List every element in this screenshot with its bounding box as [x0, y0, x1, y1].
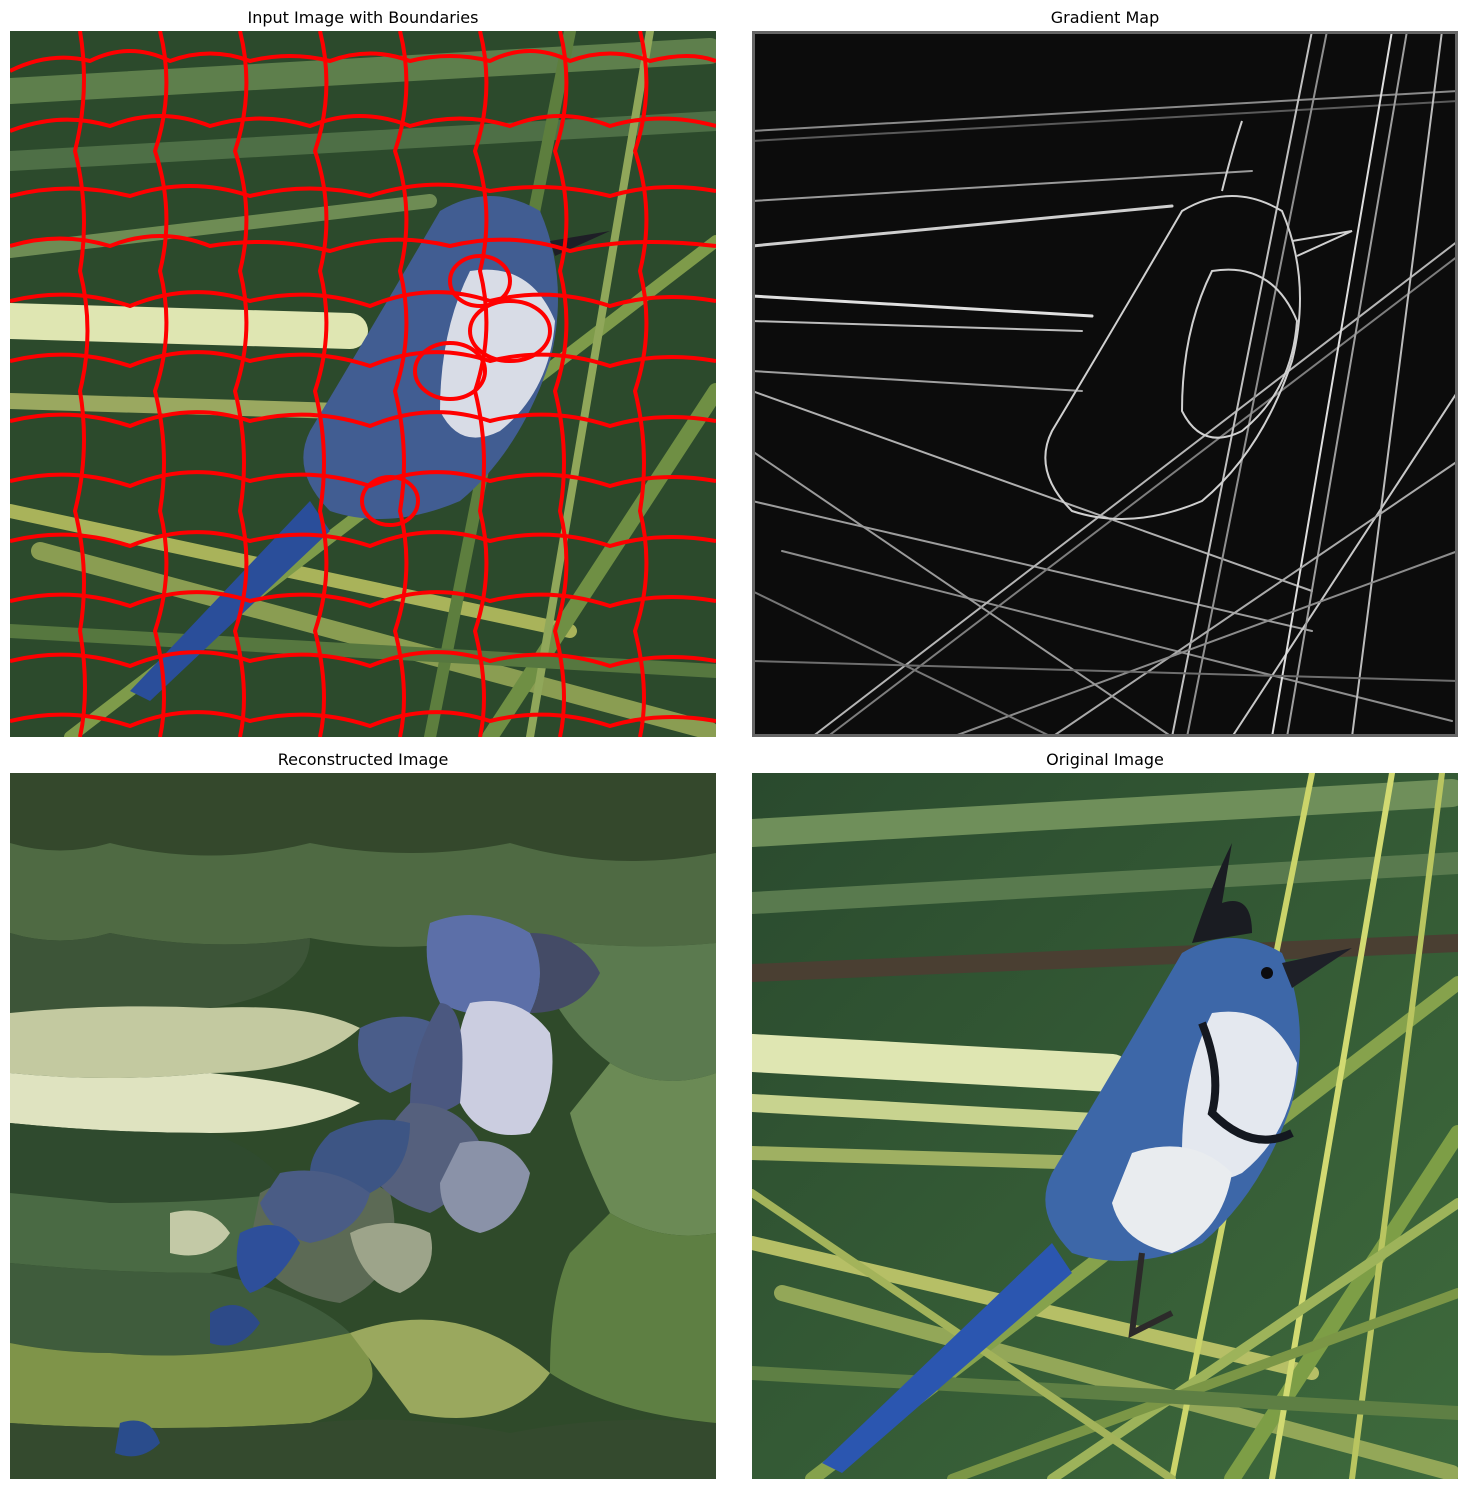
- gradient-map-svg: [752, 31, 1458, 737]
- input-image-with-boundaries: [10, 31, 716, 737]
- original-svg: [752, 773, 1458, 1479]
- reconstructed-svg: [10, 773, 716, 1479]
- reconstructed-image: [10, 773, 716, 1479]
- blue-jay: [822, 843, 1352, 1473]
- superpixel-boundaries: [10, 31, 716, 737]
- panel-title: Reconstructed Image: [277, 750, 449, 769]
- original-image: [752, 773, 1458, 1479]
- bird-edges: [1044, 120, 1353, 520]
- gradient-map-image: [752, 31, 1458, 737]
- panel-input-boundaries: Input Image with Boundaries: [10, 0, 716, 740]
- panel-title: Gradient Map: [1050, 8, 1160, 27]
- panel-original: Original Image: [752, 742, 1458, 1482]
- edge-lines: [752, 31, 1458, 737]
- panel-title: Original Image: [1046, 750, 1164, 769]
- input-image-svg: [10, 31, 716, 737]
- palm-fronds: [752, 773, 1458, 1479]
- panel-gradient-map: Gradient Map: [752, 0, 1458, 740]
- superpixel-regions: [10, 773, 716, 1479]
- panel-title: Input Image with Boundaries: [247, 8, 479, 27]
- panel-reconstructed: Reconstructed Image: [10, 742, 716, 1482]
- bird-regions: [115, 915, 600, 1457]
